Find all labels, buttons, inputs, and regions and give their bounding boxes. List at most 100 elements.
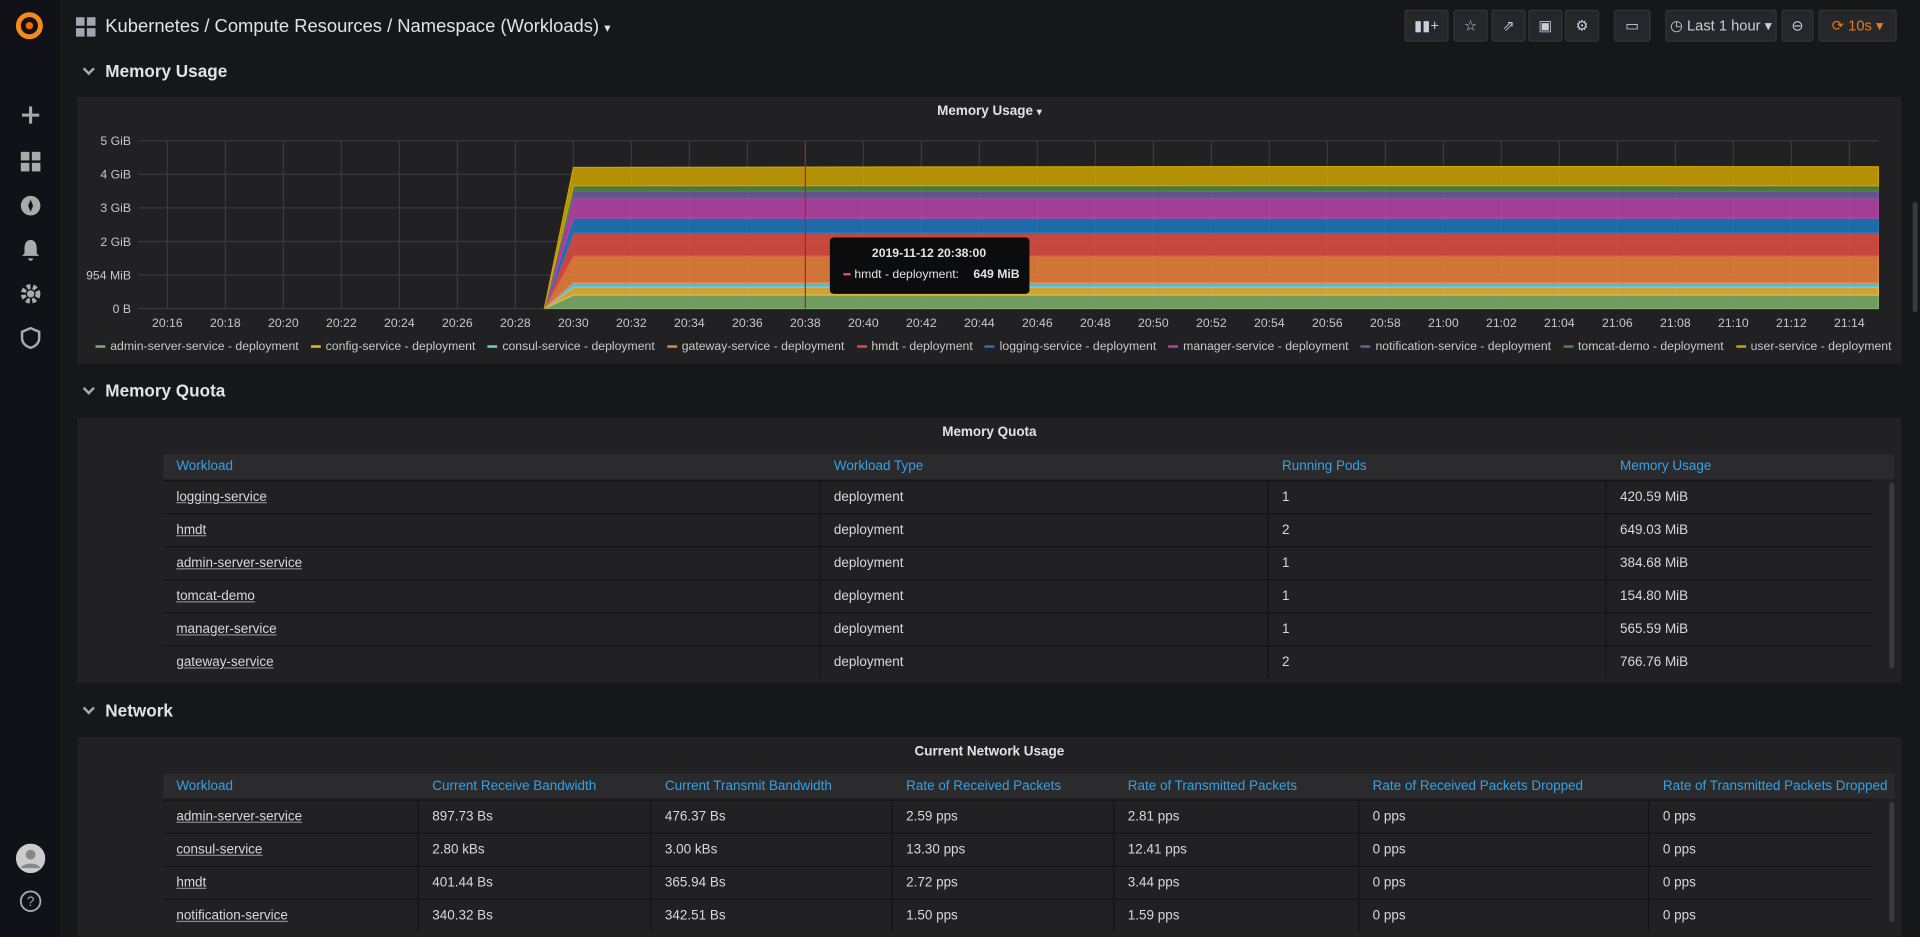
refresh-interval[interactable]: 10s [1848, 17, 1872, 34]
table-scrollbar[interactable] [1889, 482, 1894, 668]
column-header[interactable]: Rate of Received Packets [906, 779, 1061, 794]
star-button[interactable]: ☆ [1453, 10, 1487, 42]
table-cell: 1 [1282, 622, 1290, 637]
workload-link[interactable]: manager-service [176, 622, 276, 637]
table-cell: 13.30 pps [906, 842, 965, 857]
table-scrollbar[interactable] [1889, 802, 1894, 922]
legend-label[interactable]: user-service - deployment [1751, 340, 1892, 353]
panel-title[interactable]: Current Network Usage [77, 744, 1901, 759]
settings-button[interactable]: ⚙ [1565, 10, 1599, 42]
x-tick-label: 20:18 [210, 316, 241, 330]
dashboards-icon[interactable] [20, 151, 42, 173]
cell-divider [819, 514, 820, 546]
legend-item[interactable]: manager-service - deployment [1168, 340, 1348, 353]
zoom-out-button[interactable]: ⊖ [1782, 10, 1814, 42]
config-icon[interactable] [20, 283, 42, 305]
legend-swatch [985, 346, 995, 348]
memory-quota-panel: Memory Quota Workload Workload Type Runnin… [77, 418, 1901, 684]
cell-divider [819, 647, 820, 679]
column-header[interactable]: Current Transmit Bandwidth [665, 779, 832, 794]
panel-title[interactable]: Memory Quota [77, 425, 1901, 440]
column-header[interactable]: Rate of Received Packets Dropped [1373, 779, 1583, 794]
share-button[interactable]: ⇗ [1491, 10, 1525, 42]
workload-link[interactable]: notification-service [176, 909, 288, 924]
cell-divider [418, 867, 419, 899]
cell-divider [1267, 647, 1268, 679]
legend-label[interactable]: consul-service - deployment [502, 340, 654, 353]
legend-item[interactable]: notification-service - deployment [1361, 340, 1551, 353]
view-mode-button[interactable]: ▭ [1614, 10, 1651, 42]
user-avatar[interactable] [16, 844, 45, 873]
legend-label[interactable]: config-service - deployment [326, 340, 476, 353]
row-title[interactable]: Memory Quota [77, 381, 225, 401]
column-header[interactable]: Workload [176, 459, 233, 474]
explore-icon[interactable] [20, 195, 42, 217]
column-header[interactable]: Rate of Transmitted Packets Dropped [1663, 779, 1888, 794]
shield-icon[interactable] [20, 327, 42, 349]
legend-item[interactable]: user-service - deployment [1736, 340, 1892, 353]
legend-label[interactable]: tomcat-demo - deployment [1578, 340, 1724, 353]
dashboard-title[interactable]: Kubernetes / Compute Resources / Namespa… [105, 16, 610, 37]
cell-divider [650, 867, 651, 899]
table-row: hmdt401.44 Bs365.94 Bs2.72 pps3.44 pps0 … [163, 866, 1872, 899]
legend-item[interactable]: gateway-service - deployment [667, 340, 844, 353]
legend-label[interactable]: manager-service - deployment [1183, 340, 1348, 353]
workload-link[interactable]: tomcat-demo [176, 589, 255, 604]
row-title[interactable]: Memory Usage [77, 61, 227, 81]
column-header[interactable]: Memory Usage [1620, 459, 1711, 474]
table-cell: 3.44 pps [1128, 876, 1180, 891]
legend-label[interactable]: hmdt - deployment [871, 340, 972, 353]
x-tick-label: 20:54 [1254, 316, 1285, 330]
workload-link[interactable]: hmdt [176, 523, 206, 538]
cell-divider [1605, 580, 1606, 612]
tooltip-value: 649 MiB [973, 267, 1019, 281]
cell-divider [650, 834, 651, 866]
cell-divider [1267, 481, 1268, 513]
alerting-icon[interactable] [20, 239, 42, 261]
tooltip: 2019-11-12 20:38:00hmdt - deployment:649… [830, 238, 1030, 294]
workload-link[interactable]: logging-service [176, 490, 267, 505]
column-header[interactable]: Current Receive Bandwidth [432, 779, 596, 794]
workload-link[interactable]: consul-service [176, 842, 262, 857]
row-title[interactable]: Network [77, 700, 173, 720]
workload-link[interactable]: admin-server-service [176, 809, 302, 824]
table-row: hmdtdeployment2649.03 MiB [163, 513, 1872, 546]
workload-link[interactable]: hmdt [176, 876, 206, 891]
time-range[interactable]: Last 1 hour [1687, 17, 1761, 34]
legend-label[interactable]: admin-server-service - deployment [110, 340, 299, 353]
workload-link[interactable]: gateway-service [176, 655, 273, 670]
grafana-logo[interactable] [13, 10, 45, 42]
column-header[interactable]: Workload [176, 779, 233, 794]
legend-label[interactable]: gateway-service - deployment [682, 340, 845, 353]
legend-label[interactable]: logging-service - deployment [1000, 340, 1157, 353]
create-icon[interactable] [20, 104, 42, 126]
help-icon[interactable]: ? [20, 890, 42, 912]
cell-divider [1358, 801, 1359, 833]
legend-item[interactable]: logging-service - deployment [985, 340, 1156, 353]
refresh-picker[interactable]: ⟳ 10s ▾ [1818, 10, 1896, 42]
legend-label[interactable]: notification-service - deployment [1375, 340, 1551, 353]
table-cell: 766.76 MiB [1620, 655, 1688, 670]
column-header[interactable]: Rate of Transmitted Packets [1128, 779, 1297, 794]
time-picker[interactable]: ◷ Last 1 hour ▾ [1665, 10, 1776, 42]
cell-divider [1648, 867, 1649, 899]
x-tick-label: 21:10 [1718, 316, 1749, 330]
title-text[interactable]: Kubernetes / Compute Resources / Namespa… [105, 16, 599, 37]
legend-item[interactable]: config-service - deployment [311, 340, 475, 353]
add-panel-button[interactable]: ▮▮+ [1404, 10, 1448, 42]
chart: 0 B954 MiB2 GiB3 GiB4 GiB5 GiB20:1620:18… [77, 97, 1901, 364]
legend-item[interactable]: tomcat-demo - deployment [1563, 340, 1723, 353]
table-cell: 342.51 Bs [665, 909, 726, 924]
save-button[interactable]: ▣ [1528, 10, 1562, 42]
column-header[interactable]: Running Pods [1282, 459, 1367, 474]
legend-item[interactable]: consul-service - deployment [488, 340, 655, 353]
y-tick-label: 4 GiB [100, 168, 131, 182]
x-tick-label: 21:04 [1544, 316, 1575, 330]
scrollbar[interactable] [1913, 202, 1918, 312]
table-cell: 12.41 pps [1128, 842, 1187, 857]
legend-item[interactable]: admin-server-service - deployment [96, 340, 299, 353]
legend-item[interactable]: hmdt - deployment [857, 340, 973, 353]
column-header[interactable]: Workload Type [834, 459, 923, 474]
workload-link[interactable]: admin-server-service [176, 556, 302, 571]
